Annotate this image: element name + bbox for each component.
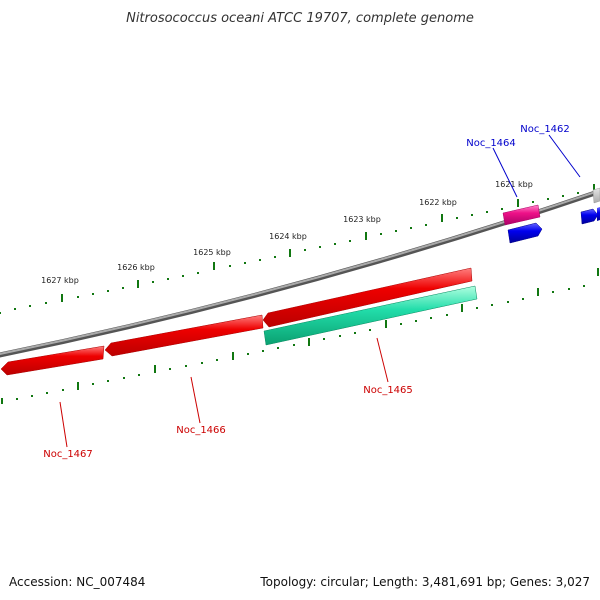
accession-text: Accession: NC_007484: [9, 575, 145, 589]
gene-noc-1465-green[interactable]: [263, 285, 478, 346]
label-noc-1467[interactable]: Noc_1467: [43, 449, 93, 460]
genome-summary-text: Topology: circular; Length: 3,481,691 bp…: [259, 575, 590, 589]
gene-blue-small-1[interactable]: [507, 222, 543, 244]
scale-label-1622: 1622 kbp: [419, 198, 457, 207]
leader-noc-1466: [190, 376, 201, 424]
scale-label-1621: 1621 kbp: [495, 180, 533, 189]
scale-label-1625: 1625 kbp: [193, 248, 231, 257]
scale-label-1627: 1627 kbp: [41, 276, 79, 285]
leader-noc-1464: [492, 147, 518, 198]
gene-noc-1462[interactable]: [580, 207, 600, 225]
gene-noc-1465-red[interactable]: [262, 267, 473, 328]
leader-noc-1462: [548, 134, 581, 178]
gene-noc-1464[interactable]: [502, 204, 541, 226]
label-noc-1462[interactable]: Noc_1462: [520, 124, 570, 135]
scale-label-1626: 1626 kbp: [117, 263, 155, 272]
leader-noc-1465: [376, 337, 389, 383]
scale-labels: 1621 kbp 1622 kbp 1623 kbp 1624 kbp 1625…: [41, 180, 533, 285]
scale-label-1624: 1624 kbp: [269, 232, 307, 241]
inner-scale-ticks: [1, 268, 599, 404]
leader-noc-1467: [59, 401, 68, 448]
label-leaders: [59, 134, 581, 448]
map-title: Nitrosococcus oceani ATCC 19707, complet…: [126, 11, 474, 26]
gene-noc-1467[interactable]: [0, 345, 105, 376]
outer-scale-ticks: [0, 184, 595, 314]
gene-noc-1466[interactable]: [104, 314, 264, 357]
label-noc-1466[interactable]: Noc_1466: [176, 425, 226, 436]
label-noc-1465[interactable]: Noc_1465: [363, 385, 413, 396]
scale-label-1623: 1623 kbp: [343, 215, 381, 224]
label-noc-1464[interactable]: Noc_1464: [466, 138, 516, 149]
gene-grey-partial[interactable]: [592, 187, 600, 204]
